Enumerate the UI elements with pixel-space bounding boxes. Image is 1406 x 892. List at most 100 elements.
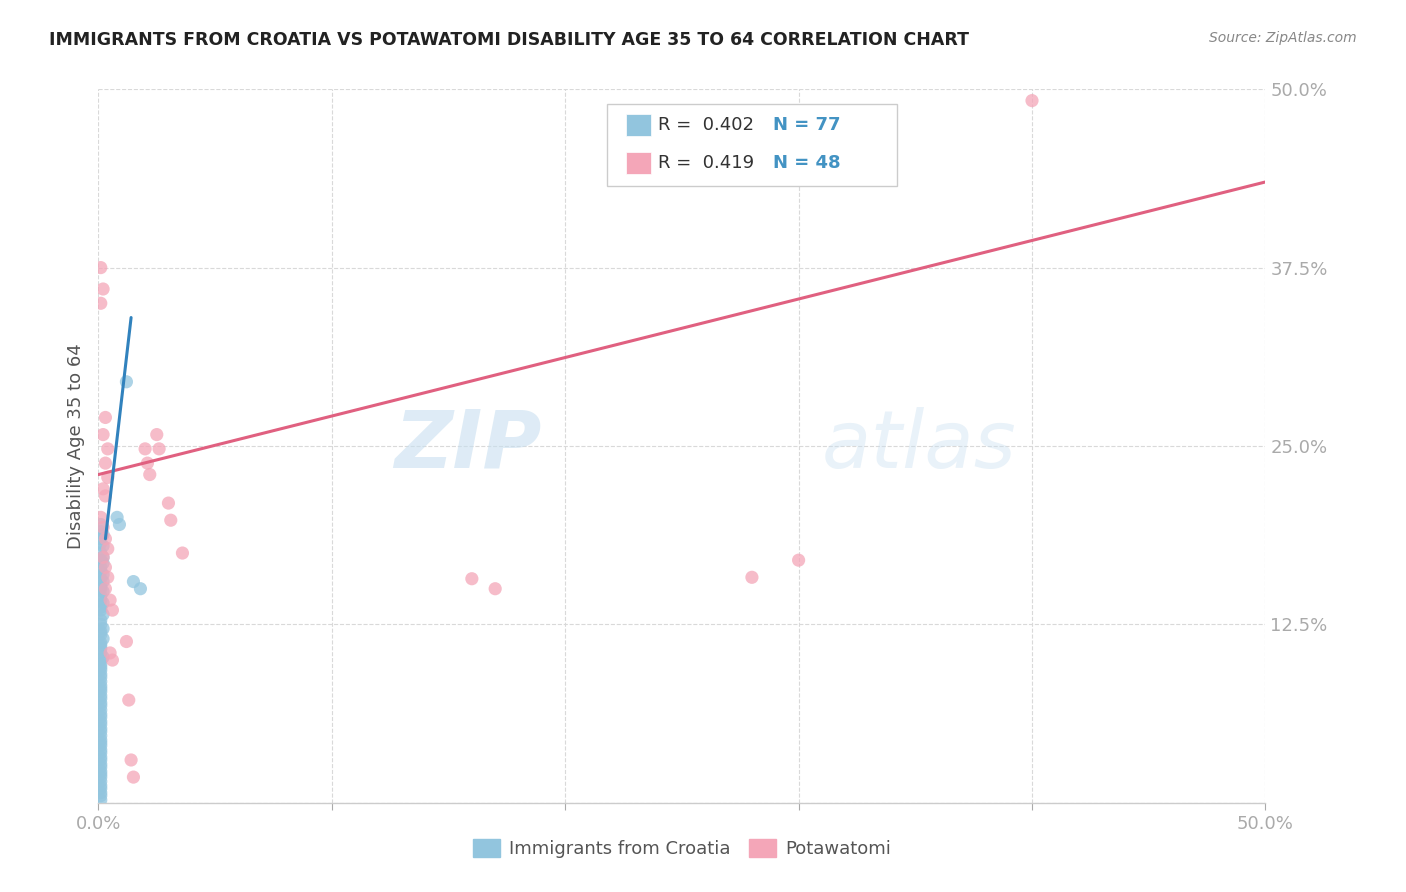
Point — [91, 622, 114, 636]
Point — [90, 724, 112, 739]
Point — [90, 589, 112, 603]
Point — [90, 781, 112, 796]
Point — [90, 757, 112, 772]
Point — [91, 567, 114, 582]
Point — [98, 646, 121, 660]
Text: ZIP: ZIP — [395, 407, 541, 485]
Point — [90, 714, 112, 729]
Point — [91, 482, 114, 496]
Point — [90, 617, 112, 632]
Point — [1021, 94, 1043, 108]
Point — [91, 607, 114, 622]
Point — [90, 684, 112, 698]
Point — [90, 729, 112, 743]
Point — [91, 520, 114, 534]
Point — [90, 657, 112, 672]
Point — [98, 593, 121, 607]
Point — [90, 774, 112, 789]
Point — [115, 634, 138, 648]
Point — [90, 786, 112, 800]
Point — [90, 707, 112, 722]
Point — [90, 627, 112, 641]
Point — [108, 517, 131, 532]
Point — [90, 641, 112, 656]
Point — [91, 596, 114, 610]
Point — [91, 427, 114, 442]
Y-axis label: Disability Age 35 to 64: Disability Age 35 to 64 — [66, 343, 84, 549]
Point — [90, 789, 112, 803]
Point — [115, 375, 138, 389]
Point — [91, 550, 114, 565]
Point — [91, 632, 114, 646]
Point — [90, 739, 112, 753]
Point — [90, 753, 112, 767]
Point — [90, 770, 112, 784]
Point — [91, 574, 114, 589]
Point — [787, 553, 810, 567]
Point — [101, 603, 124, 617]
Text: atlas: atlas — [823, 407, 1017, 485]
Point — [90, 722, 112, 736]
Point — [90, 691, 112, 706]
Point — [91, 584, 114, 599]
Point — [90, 639, 112, 653]
Point — [90, 764, 112, 779]
Point — [90, 572, 112, 586]
Point — [90, 710, 112, 724]
Point — [94, 410, 117, 425]
Point — [118, 693, 141, 707]
Point — [97, 570, 120, 584]
Point — [90, 767, 112, 781]
Point — [122, 770, 145, 784]
Point — [90, 681, 112, 696]
Point — [90, 565, 112, 579]
Point — [148, 442, 170, 456]
Point — [91, 556, 114, 570]
Text: N = 77: N = 77 — [773, 116, 841, 135]
Point — [90, 510, 112, 524]
Point — [90, 750, 112, 764]
Point — [834, 156, 856, 170]
Point — [90, 660, 112, 674]
Legend: Immigrants from Croatia, Potawatomi: Immigrants from Croatia, Potawatomi — [465, 831, 898, 865]
Point — [91, 282, 114, 296]
Point — [159, 513, 181, 527]
Text: R =  0.402: R = 0.402 — [658, 116, 754, 135]
Point — [90, 689, 112, 703]
Point — [90, 703, 112, 717]
Point — [90, 579, 112, 593]
Point — [105, 510, 128, 524]
Point — [94, 532, 117, 546]
Point — [91, 650, 114, 665]
Point — [97, 541, 120, 556]
Point — [90, 679, 112, 693]
Point — [90, 736, 112, 750]
Point — [90, 663, 112, 677]
Point — [94, 560, 117, 574]
Point — [136, 456, 159, 470]
Point — [90, 746, 112, 760]
Point — [90, 553, 112, 567]
Point — [90, 532, 112, 546]
Point — [90, 793, 112, 807]
Point — [146, 427, 169, 442]
Point — [97, 442, 120, 456]
Point — [157, 496, 180, 510]
Point — [90, 536, 112, 550]
Point — [172, 546, 194, 560]
Point — [90, 646, 112, 660]
Point — [90, 667, 112, 681]
Point — [134, 442, 156, 456]
Point — [101, 653, 124, 667]
Text: Source: ZipAtlas.com: Source: ZipAtlas.com — [1209, 31, 1357, 45]
Point — [129, 582, 152, 596]
Point — [97, 470, 120, 484]
Point — [90, 593, 112, 607]
Text: N = 48: N = 48 — [773, 154, 841, 172]
Point — [90, 624, 112, 639]
Point — [90, 524, 112, 539]
Point — [90, 603, 112, 617]
Point — [741, 570, 763, 584]
Text: R =  0.419: R = 0.419 — [658, 154, 754, 172]
Point — [90, 760, 112, 774]
